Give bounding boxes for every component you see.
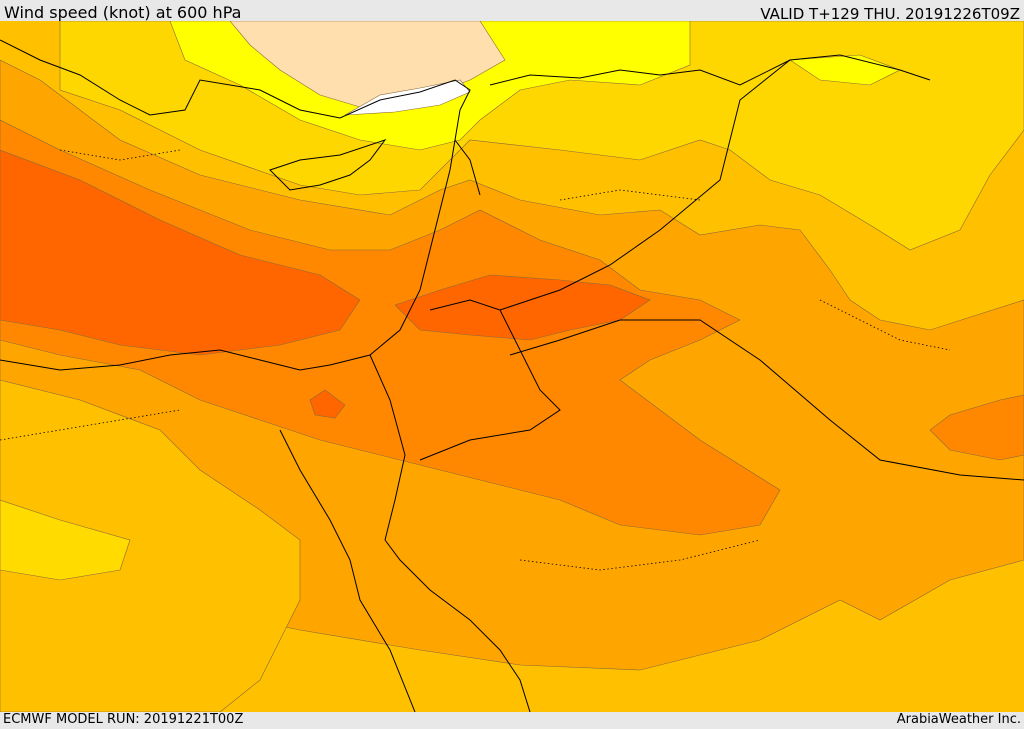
brand-name: ArabiaWeather Inc.: [896, 712, 1021, 727]
border-saudi-north: [509, 319, 1024, 481]
contour-orange-dark-east: [394, 274, 651, 341]
footer-bar: ECMWF MODEL RUN: 20191221T00Z ArabiaWeat…: [0, 712, 1024, 729]
coastline-cyprus: [269, 139, 387, 191]
contour-white: [344, 79, 471, 116]
coastline-levant: [0, 139, 456, 371]
map-title: Wind speed (knot) at 600 hPa: [4, 3, 242, 22]
contour-orange: [0, 119, 781, 536]
contour-orange-dark-small: [309, 389, 346, 419]
coastline-black-sea: [489, 54, 931, 86]
contour-orange-dark: [0, 149, 361, 356]
coastline-red-sea: [384, 539, 531, 712]
contour-yellow-ne: [789, 54, 901, 86]
border-sinai: [369, 354, 406, 541]
model-run: ECMWF MODEL RUN: 20191221T00Z: [3, 712, 244, 727]
contour-yellow-sw: [0, 499, 131, 581]
header-bar: Wind speed (knot) at 600 hPa VALID T+129…: [0, 0, 1024, 23]
border-iraq: [499, 59, 791, 311]
coastline-turkey: [0, 39, 481, 196]
border-jordan: [419, 299, 561, 461]
contour-orange-east: [929, 394, 1024, 461]
internal-borders: [0, 149, 951, 571]
wind-speed-map: [0, 21, 1024, 712]
coastline-gulf-suez: [279, 429, 416, 712]
contour-gold-sw: [0, 379, 301, 712]
borders: [0, 39, 1024, 712]
valid-time: VALID T+129 THU. 20191226T09Z: [760, 5, 1020, 23]
